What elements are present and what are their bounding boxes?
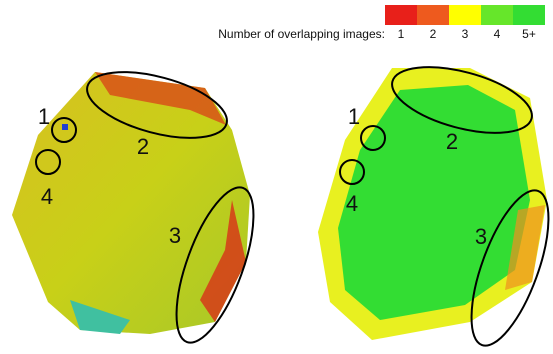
annotation: 4 xyxy=(346,191,358,216)
annotation: 3 xyxy=(475,224,487,249)
legend-swatch xyxy=(449,5,481,25)
annotation: 4 xyxy=(41,184,53,209)
annotation: 2 xyxy=(446,129,458,154)
legend-label: 2 xyxy=(430,27,437,41)
annotation: 2 xyxy=(137,134,149,159)
legend-label: 5+ xyxy=(522,27,536,41)
annotation: 3 xyxy=(169,223,181,248)
annotation: 1 xyxy=(348,104,360,129)
legend-title: Number of overlapping images: xyxy=(218,27,385,41)
blue-spot xyxy=(62,124,68,130)
right-map: 1 2 3 4 xyxy=(318,54,553,354)
figure: Number of overlapping images: 1 2 3 4 5+ 1 2… xyxy=(0,0,553,354)
legend-swatch xyxy=(385,5,417,25)
annotation: 1 xyxy=(38,104,50,129)
legend: Number of overlapping images: 1 2 3 4 5+ xyxy=(218,5,545,41)
legend-swatch xyxy=(481,5,513,25)
legend-label: 3 xyxy=(462,27,469,41)
legend-label: 1 xyxy=(398,27,405,41)
legend-swatch xyxy=(417,5,449,25)
left-map: 1 2 3 4 xyxy=(12,59,269,351)
legend-swatch xyxy=(513,5,545,25)
legend-label: 4 xyxy=(494,27,501,41)
